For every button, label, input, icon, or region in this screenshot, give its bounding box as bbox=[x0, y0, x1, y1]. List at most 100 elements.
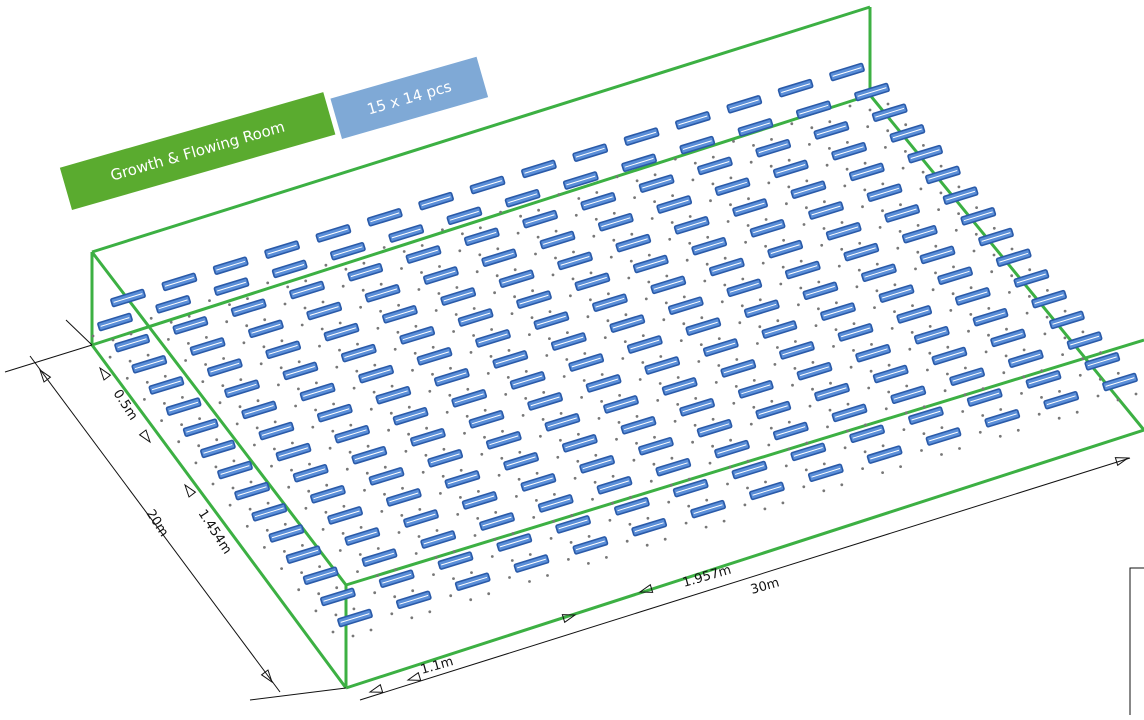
fixture-line bbox=[1046, 395, 1076, 406]
plant-marker bbox=[972, 249, 976, 253]
light-fixture bbox=[755, 138, 792, 158]
fixture-line bbox=[999, 252, 1029, 263]
light-fixture bbox=[457, 308, 494, 327]
dimension-length: 30m bbox=[749, 575, 781, 597]
plant-marker bbox=[864, 423, 867, 427]
plant-marker bbox=[916, 224, 920, 227]
plant-marker bbox=[729, 203, 732, 207]
plant-marker bbox=[992, 253, 996, 257]
fixture-line bbox=[940, 270, 970, 281]
plant-marker bbox=[351, 634, 355, 638]
plant-marker bbox=[845, 167, 849, 171]
fixture-line bbox=[333, 246, 363, 257]
plant-marker bbox=[898, 230, 902, 233]
fixture-line bbox=[543, 235, 572, 245]
plant-marker bbox=[465, 414, 469, 418]
plant-marker bbox=[91, 334, 95, 338]
plant-marker bbox=[928, 325, 932, 328]
light-fixture bbox=[440, 287, 477, 306]
light-fixture bbox=[644, 356, 681, 375]
fixture-line bbox=[547, 417, 577, 428]
plant-marker bbox=[432, 573, 435, 576]
plant-marker bbox=[459, 496, 462, 499]
plant-marker bbox=[283, 302, 287, 306]
plant-marker bbox=[875, 289, 879, 293]
plant-marker bbox=[840, 221, 844, 224]
plant-marker bbox=[541, 418, 545, 421]
light-fixture bbox=[382, 305, 418, 324]
ceiling-fixture bbox=[418, 191, 454, 211]
plant-marker bbox=[635, 179, 639, 183]
plant-marker bbox=[389, 411, 393, 415]
fixture-line bbox=[323, 592, 353, 602]
plant-marker bbox=[397, 531, 401, 534]
light-fixture bbox=[767, 239, 804, 259]
plant-marker bbox=[198, 417, 202, 420]
fixture-line bbox=[659, 199, 689, 210]
fixture-line bbox=[700, 423, 730, 434]
plant-marker bbox=[722, 519, 726, 523]
light-fixture bbox=[901, 224, 938, 244]
plant-marker bbox=[668, 237, 672, 241]
plant-marker bbox=[355, 369, 359, 373]
plant-marker bbox=[483, 435, 486, 439]
plant-marker bbox=[931, 288, 935, 292]
plant-marker bbox=[922, 144, 925, 147]
plant-marker bbox=[629, 259, 633, 263]
plant-marker bbox=[376, 547, 380, 550]
plant-marker bbox=[128, 359, 132, 363]
plant-marker bbox=[693, 161, 697, 165]
plant-marker bbox=[318, 344, 321, 348]
plant-marker bbox=[369, 628, 373, 632]
light-fixture bbox=[661, 377, 698, 396]
fixture-line bbox=[741, 122, 770, 133]
plant-marker bbox=[840, 247, 844, 251]
plant-marker bbox=[211, 482, 215, 486]
plant-marker bbox=[290, 468, 293, 472]
plant-marker bbox=[262, 345, 266, 349]
fixture-line bbox=[1052, 315, 1082, 325]
plant-marker bbox=[428, 610, 432, 614]
plant-marker bbox=[376, 574, 379, 577]
plant-marker bbox=[904, 123, 908, 127]
plant-marker bbox=[108, 355, 112, 359]
plant-marker bbox=[504, 393, 508, 396]
light-fixture bbox=[539, 230, 576, 250]
plant-marker bbox=[969, 313, 973, 316]
plant-marker bbox=[411, 589, 415, 593]
plant-marker bbox=[746, 459, 750, 463]
light-fixture bbox=[557, 251, 593, 271]
light-fixture bbox=[702, 338, 739, 357]
plant-marker bbox=[904, 411, 908, 415]
light-fixture bbox=[696, 418, 733, 438]
fixture-line bbox=[217, 281, 246, 292]
plant-marker bbox=[361, 288, 365, 292]
plant-marker bbox=[802, 485, 806, 489]
fixture-line bbox=[361, 369, 391, 379]
light-fixture bbox=[592, 293, 628, 312]
plant-marker bbox=[177, 440, 181, 444]
fixture-line bbox=[781, 83, 811, 93]
plant-marker bbox=[366, 444, 370, 448]
plant-marker bbox=[569, 541, 573, 544]
plant-marker bbox=[804, 468, 808, 472]
plant-marker bbox=[259, 362, 263, 366]
plant-marker bbox=[571, 277, 575, 281]
plant-marker bbox=[776, 346, 779, 349]
plant-marker bbox=[1057, 416, 1061, 420]
plant-marker bbox=[905, 384, 909, 388]
fixture-line bbox=[658, 462, 688, 473]
extension-line bbox=[65, 319, 93, 346]
light-fixture bbox=[796, 361, 833, 381]
plant-marker bbox=[1075, 410, 1079, 414]
plant-marker bbox=[729, 176, 733, 180]
light-fixture bbox=[1084, 352, 1121, 371]
fixture-line bbox=[558, 519, 588, 530]
plant-marker bbox=[149, 316, 153, 320]
fixture-line bbox=[595, 297, 625, 308]
plant-marker bbox=[981, 414, 985, 417]
plant-marker bbox=[345, 467, 349, 471]
fixture-line bbox=[852, 167, 882, 177]
plant-marker bbox=[531, 289, 534, 293]
fixture-line bbox=[340, 613, 370, 623]
